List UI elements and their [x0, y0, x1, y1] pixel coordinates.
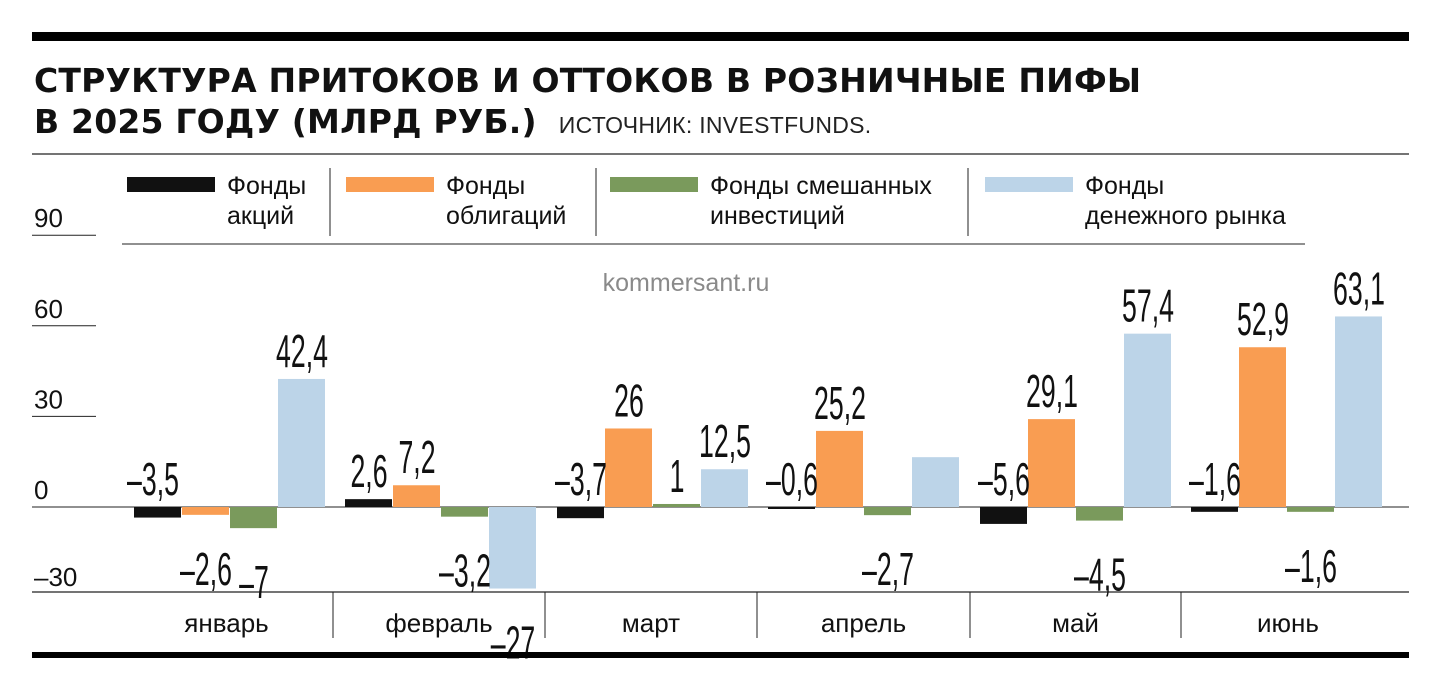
bar-0-2: [557, 507, 604, 519]
bar-1-4: [1028, 419, 1075, 507]
value-label-0-2: –3,7: [555, 453, 607, 504]
value-label-1-5: 52,9: [1237, 294, 1289, 345]
legend-label-1-line2: облигаций: [446, 202, 566, 230]
chart-title: СТРУКТУРА ПРИТОКОВ И ОТТОКОВ В РОЗНИЧНЫЕ…: [34, 60, 1141, 146]
bar-3-0: [278, 378, 325, 507]
value-label-1-4: 29,1: [1026, 366, 1078, 417]
legend-label-0-line1: Фонды: [227, 172, 306, 200]
bar-2-0: [230, 507, 277, 529]
legend-label-2-line1: Фонды смешанных: [710, 172, 932, 200]
title-line-2-text: В 2025 ГОДУ (МЛРД РУБ.): [34, 102, 537, 141]
bar-2-5: [1287, 507, 1334, 512]
value-label-3-1: –27: [491, 617, 536, 668]
legend-label-1-line1: Фонды: [446, 172, 525, 200]
legend-swatch-1: [346, 177, 434, 192]
legend-label-2-line2: инвестиций: [710, 202, 845, 230]
value-label-0-5: –1,6: [1189, 453, 1241, 504]
value-label-3-4: 57,4: [1122, 280, 1174, 331]
value-label-0-4: –5,6: [978, 453, 1030, 504]
title-line-2: В 2025 ГОДУ (МЛРД РУБ.) ИСТОЧНИК: INVESTF…: [34, 101, 1141, 146]
legend-label-0-line2: акций: [227, 202, 294, 230]
watermark: kommersant.ru: [603, 269, 770, 297]
top-rule: [32, 32, 1409, 41]
bar-3-3: [912, 457, 959, 507]
value-label-0-0: –3,5: [127, 453, 179, 504]
value-label-2-0: –7: [239, 557, 269, 608]
source-label: ИСТОЧНИК: INVESTFUNDS.: [558, 112, 872, 138]
value-label-0-1: 2,6: [350, 446, 387, 497]
legend-label-3-line1: Фонды: [1085, 172, 1164, 200]
value-label-2-5: –1,6: [1285, 540, 1337, 591]
value-label-2-3: –2,7: [862, 544, 914, 595]
value-label-3-2: 12,5: [699, 416, 751, 467]
title-line-1: СТРУКТУРА ПРИТОКОВ И ОТТОКОВ В РОЗНИЧНЫЕ…: [34, 61, 1142, 100]
bar-1-3: [816, 430, 863, 507]
bar-2-1: [441, 507, 488, 517]
y-tick-label-2: 30: [34, 384, 63, 414]
category-label-4: май: [1052, 608, 1099, 638]
value-labels-layer: –3,5–2,6 –7 42,4 2,6 7,2 –3,2–27 –3,726 1 12,5 –0…: [127, 263, 1385, 668]
axis-layer: 90 60 30 0 –30: [32, 153, 1409, 638]
legend-label-3-line2: денежного рынка: [1085, 202, 1286, 230]
category-labels-layer: январь февраль март апрель май июнь: [184, 608, 1319, 638]
legend-swatch-2: [610, 177, 698, 192]
y-tick-label-0: 90: [34, 203, 63, 233]
bar-0-5: [1191, 507, 1238, 512]
value-label-1-3: 25,2: [814, 377, 866, 428]
value-label-2-4: –4,5: [1074, 549, 1126, 600]
value-label-3-0: 42,4: [276, 325, 328, 376]
bar-3-5: [1335, 316, 1382, 507]
y-tick-label-1: 60: [34, 294, 63, 324]
bar-0-4: [980, 507, 1027, 524]
value-label-2-2: 1: [670, 450, 685, 501]
category-label-1: февраль: [385, 608, 492, 638]
value-label-1-1: 7,2: [398, 432, 435, 483]
bar-0-3: [768, 507, 815, 509]
value-label-2-1: –3,2: [439, 545, 491, 596]
category-label-2: март: [622, 608, 680, 638]
bar-3-2: [701, 469, 748, 507]
y-tick-label-3: 0: [34, 475, 48, 505]
value-label-0-3: –0,6: [766, 453, 818, 504]
bar-3-1: [489, 507, 536, 589]
legend-swatch-0: [127, 177, 215, 192]
legend-swatch-3: [985, 177, 1073, 192]
category-label-0: январь: [184, 608, 268, 638]
bar-2-4: [1076, 507, 1123, 521]
bar-0-0: [134, 507, 181, 518]
value-label-1-2: 26: [614, 375, 644, 426]
value-label-1-0: –2,6: [180, 543, 232, 594]
bar-2-3: [864, 507, 911, 516]
bar-2-2: [653, 503, 700, 507]
y-tick-label-4: –30: [34, 562, 77, 592]
value-label-3-5: 63,1: [1333, 263, 1385, 314]
bar-0-1: [345, 499, 392, 507]
bottom-rule: [32, 652, 1409, 658]
bar-3-4: [1124, 333, 1171, 507]
bar-1-5: [1239, 347, 1286, 507]
bars-layer: [134, 316, 1382, 589]
bar-1-0: [182, 507, 229, 515]
bar-1-2: [605, 428, 652, 507]
category-label-5: июнь: [1257, 608, 1319, 638]
bar-1-1: [393, 485, 440, 507]
category-label-3: апрель: [821, 608, 906, 638]
